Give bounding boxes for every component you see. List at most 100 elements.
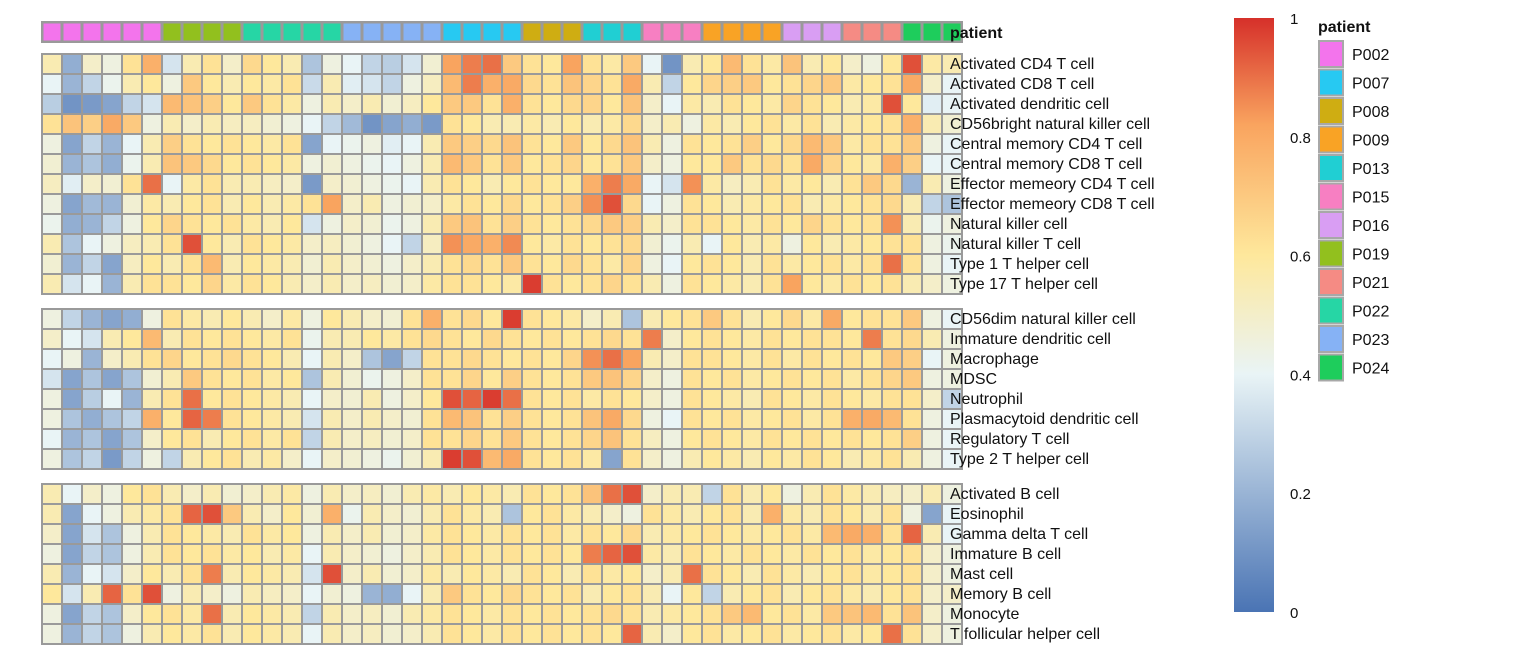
heatmap-cell: [563, 585, 581, 603]
heatmap-cell: [443, 390, 461, 408]
heatmap-cell: [43, 585, 61, 603]
heatmap-cell: [663, 115, 681, 133]
heatmap-cell: [123, 55, 141, 73]
heatmap-cell: [623, 235, 641, 253]
heatmap-cell: [483, 450, 501, 468]
heatmap-cell: [843, 55, 861, 73]
heatmap-cell: [163, 410, 181, 428]
heatmap-cell: [343, 390, 361, 408]
heatmap-cell: [943, 430, 961, 448]
heatmap-cell: [603, 585, 621, 603]
annotation-cell: [923, 23, 941, 41]
row-label: CD56bright natural killer cell: [950, 116, 1150, 133]
heatmap-cell: [223, 605, 241, 623]
heatmap-cell: [223, 625, 241, 643]
annotation-cell: [483, 23, 501, 41]
heatmap-cell: [823, 275, 841, 293]
heatmap-cell: [863, 155, 881, 173]
heatmap-cell: [223, 215, 241, 233]
heatmap-cell: [263, 235, 281, 253]
heatmap-cell: [423, 310, 441, 328]
heatmap-cell: [343, 135, 361, 153]
heatmap-cell: [403, 585, 421, 603]
heatmap-cell: [683, 370, 701, 388]
heatmap-cell: [63, 55, 81, 73]
heatmap-cell: [343, 55, 361, 73]
heatmap-cell: [543, 75, 561, 93]
heatmap-cell: [383, 75, 401, 93]
heatmap-cell: [443, 430, 461, 448]
heatmap-cell: [283, 310, 301, 328]
heatmap-cell: [263, 155, 281, 173]
heatmap-cell: [183, 75, 201, 93]
heatmap-cell: [683, 505, 701, 523]
heatmap-cell: [643, 585, 661, 603]
heatmap-cell: [643, 370, 661, 388]
heatmap-cell: [123, 115, 141, 133]
heatmap-cell: [803, 55, 821, 73]
row-label: Type 1 T helper cell: [950, 256, 1089, 273]
heatmap-cell: [503, 255, 521, 273]
heatmap-cell: [83, 450, 101, 468]
heatmap-cell: [763, 625, 781, 643]
heatmap-cell: [143, 75, 161, 93]
heatmap-cell: [423, 95, 441, 113]
heatmap-cell: [783, 95, 801, 113]
heatmap-cell: [463, 55, 481, 73]
heatmap-cell: [923, 585, 941, 603]
heatmap-cell: [743, 390, 761, 408]
heatmap-cell: [683, 115, 701, 133]
heatmap-cell: [283, 370, 301, 388]
heatmap-cell: [703, 485, 721, 503]
heatmap-cell: [943, 95, 961, 113]
heatmap-cell: [723, 545, 741, 563]
heatmap-cell: [483, 330, 501, 348]
heatmap-cell: [903, 545, 921, 563]
heatmap-cell: [583, 195, 601, 213]
heatmap-cell: [563, 75, 581, 93]
heatmap-cell: [803, 155, 821, 173]
annotation-cell: [403, 23, 421, 41]
heatmap-cell: [923, 605, 941, 623]
heatmap-cell: [363, 625, 381, 643]
row-label: Activated CD8 T cell: [950, 76, 1094, 93]
heatmap-cell: [163, 155, 181, 173]
heatmap-cell: [183, 95, 201, 113]
heatmap-cell: [63, 505, 81, 523]
heatmap-cell: [123, 275, 141, 293]
heatmap-cell: [163, 115, 181, 133]
heatmap-cell: [863, 545, 881, 563]
heatmap-cell: [923, 505, 941, 523]
heatmap-cell: [183, 135, 201, 153]
heatmap-cell: [563, 525, 581, 543]
heatmap-cell: [543, 175, 561, 193]
heatmap-cell: [363, 525, 381, 543]
heatmap-cell: [723, 585, 741, 603]
heatmap-cell: [83, 390, 101, 408]
annotation-cell: [283, 23, 301, 41]
heatmap-cell: [443, 485, 461, 503]
heatmap-cell: [663, 175, 681, 193]
heatmap-cell: [63, 625, 81, 643]
heatmap-cell: [703, 585, 721, 603]
heatmap-cell: [143, 135, 161, 153]
heatmap-cell: [443, 525, 461, 543]
legend-label: P009: [1352, 133, 1389, 150]
heatmap-cell: [663, 370, 681, 388]
heatmap-cell: [343, 485, 361, 503]
heatmap-cell: [43, 255, 61, 273]
heatmap-cell: [423, 175, 441, 193]
heatmap-cell: [63, 585, 81, 603]
patient-annotation-bar: [41, 21, 963, 43]
heatmap-cell: [323, 525, 341, 543]
heatmap-cell: [783, 255, 801, 273]
heatmap-cell: [383, 115, 401, 133]
heatmap-cell: [543, 585, 561, 603]
heatmap-cell: [823, 255, 841, 273]
heatmap-cell: [123, 195, 141, 213]
heatmap-cell: [923, 215, 941, 233]
heatmap-cell: [663, 75, 681, 93]
heatmap-cell: [803, 135, 821, 153]
legend-swatch: [1320, 213, 1342, 237]
heatmap-cell: [343, 585, 361, 603]
